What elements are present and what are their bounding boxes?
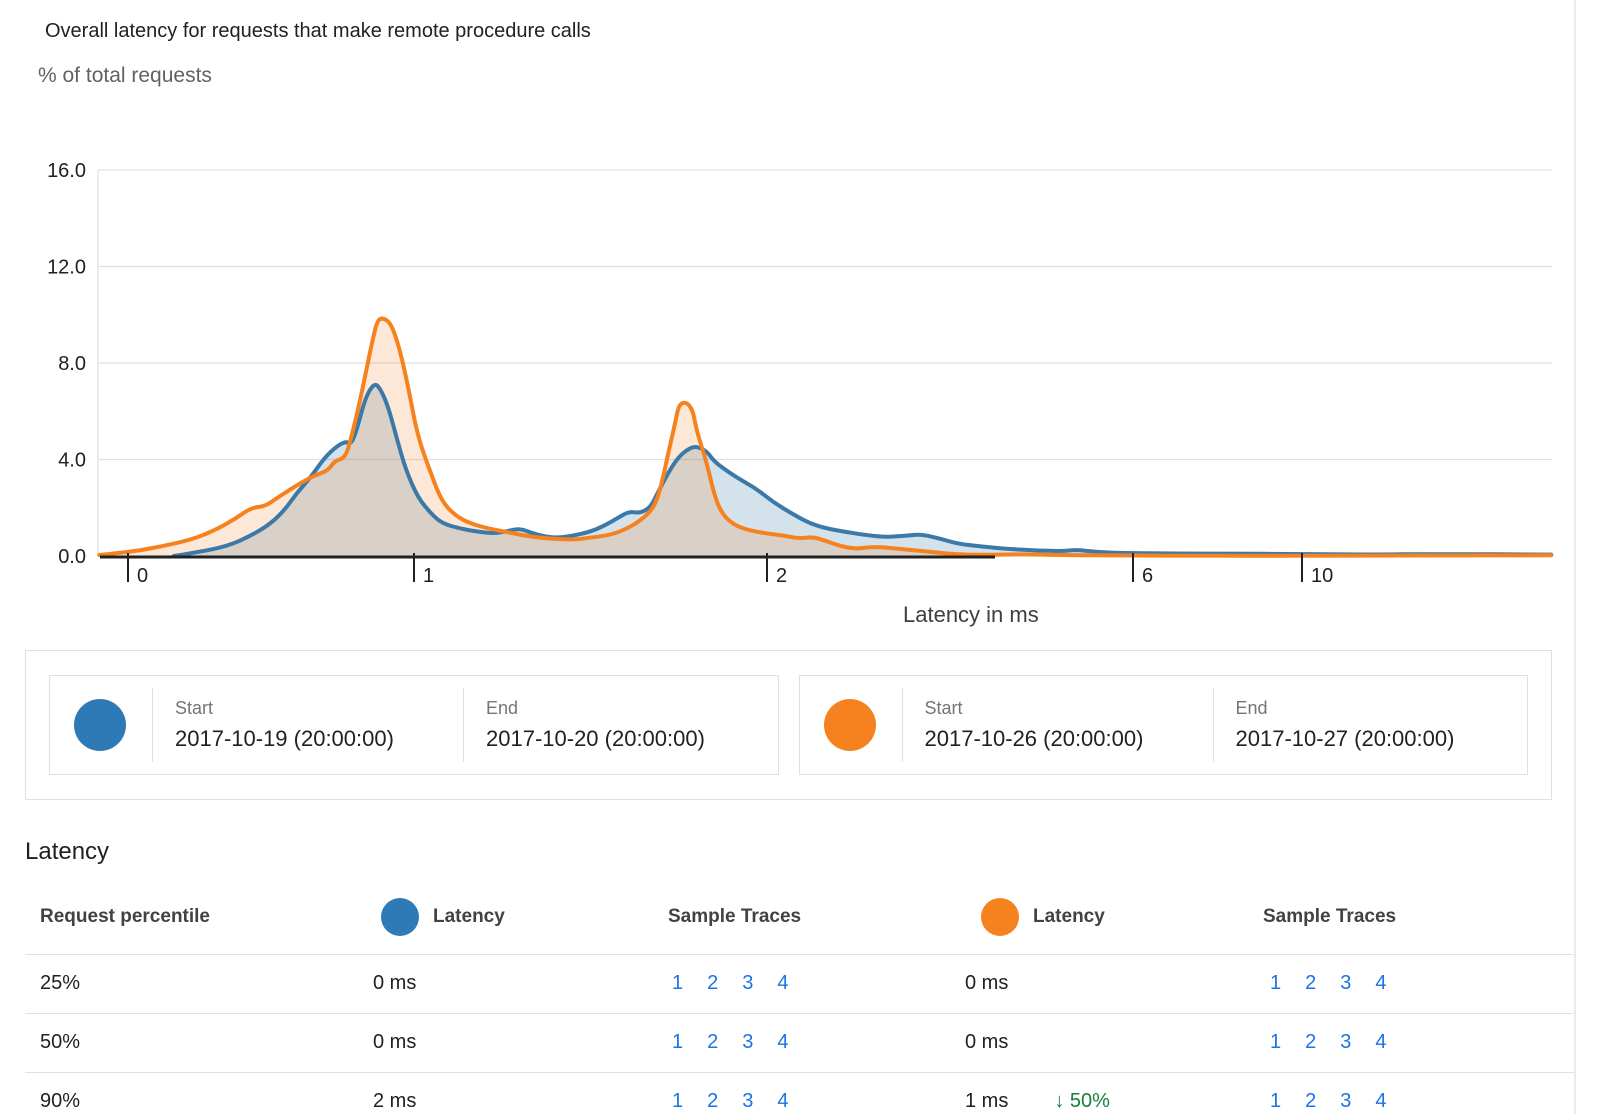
- end-value: 2017-10-20 (20:00:00): [486, 726, 705, 751]
- sample-traces-blue: 1 2 3 4: [672, 972, 789, 995]
- trace-link[interactable]: 1: [1270, 1031, 1282, 1053]
- sample-traces-orange: 1 2 3 4: [1270, 1090, 1387, 1113]
- sample-traces-orange: 1 2 3 4: [1270, 972, 1387, 995]
- latency-distribution-chart[interactable]: 16.0 12.0 8.0 4.0 0.0 0 1 2 6 10: [0, 140, 1600, 610]
- trace-link[interactable]: 3: [1340, 1090, 1352, 1112]
- svg-text:6: 6: [1142, 565, 1153, 587]
- trace-link[interactable]: 4: [777, 1031, 789, 1053]
- trace-link[interactable]: 2: [707, 1090, 719, 1112]
- trace-link[interactable]: 4: [1375, 1090, 1387, 1112]
- svg-text:2: 2: [776, 565, 787, 587]
- content-right-border: [1574, 0, 1576, 1114]
- col-request-percentile: Request percentile: [40, 906, 210, 927]
- svg-text:16.0: 16.0: [47, 160, 86, 182]
- latency-table-body: 25% 0 ms 1 2 3 4 0 ms 1 2 3 4 50% 0 ms 1 2 3 4 0 ms 1 2 3 4 90…: [25, 955, 1574, 1114]
- trace-link[interactable]: 2: [1305, 1090, 1317, 1112]
- trace-link[interactable]: 1: [672, 972, 684, 994]
- latency-orange-cell: 1 ms ↓ 50%: [965, 1090, 1110, 1112]
- divider: [901, 688, 903, 762]
- trace-link[interactable]: 3: [742, 1031, 754, 1053]
- trace-link[interactable]: 1: [1270, 972, 1282, 994]
- col-latency-orange: Latency: [1033, 906, 1105, 927]
- percentile-cell: 25%: [40, 972, 81, 994]
- trace-link[interactable]: 4: [1375, 972, 1387, 994]
- chart-title: Overall latency for requests that make r…: [45, 20, 591, 42]
- latency-table-header: Request percentile Latency Sample Traces…: [25, 880, 1574, 955]
- latency-chart-svg[interactable]: 16.0 12.0 8.0 4.0 0.0 0 1 2 6 10: [0, 140, 1600, 610]
- legend-card-blue: Start 2017-10-19 (20:00:00) End 2017-10-…: [49, 675, 779, 775]
- start-label: Start: [924, 698, 963, 718]
- table-row: 25% 0 ms 1 2 3 4 0 ms 1 2 3 4: [25, 955, 1574, 1014]
- col-latency-blue: Latency: [433, 906, 505, 927]
- col-sample-traces-orange: Sample Traces: [1263, 906, 1397, 927]
- latency-orange-cell: 0 ms: [965, 1031, 1009, 1053]
- svg-text:1: 1: [423, 565, 434, 587]
- divider: [1212, 688, 1214, 762]
- latency-section-title: Latency: [25, 838, 110, 865]
- svg-text:8.0: 8.0: [58, 353, 86, 375]
- percentile-cell: 90%: [40, 1090, 81, 1112]
- trace-link[interactable]: 2: [1305, 1031, 1317, 1053]
- trace-link[interactable]: 3: [1340, 972, 1352, 994]
- end-label: End: [486, 698, 519, 718]
- trace-link[interactable]: 3: [742, 972, 754, 994]
- divider: [463, 688, 464, 762]
- trace-link[interactable]: 4: [777, 972, 789, 994]
- trace-link[interactable]: 1: [672, 1090, 684, 1112]
- trace-link[interactable]: 3: [1340, 1031, 1352, 1053]
- x-axis-title: Latency in ms: [903, 602, 1039, 627]
- divider: [152, 688, 153, 762]
- latency-table: Request percentile Latency Sample Traces…: [25, 880, 1574, 1114]
- trace-link[interactable]: 4: [1375, 1031, 1387, 1053]
- start-label: Start: [175, 698, 214, 718]
- sample-traces-blue: 1 2 3 4: [672, 1031, 789, 1054]
- sample-traces-blue: 1 2 3 4: [672, 1090, 789, 1113]
- latency-delta-badge: ↓ 50%: [1054, 1090, 1110, 1112]
- latency-blue-cell: 2 ms: [373, 1090, 417, 1112]
- trace-link[interactable]: 3: [742, 1090, 754, 1112]
- trace-link[interactable]: 2: [1305, 972, 1317, 994]
- sample-traces-orange: 1 2 3 4: [1270, 1031, 1387, 1054]
- trace-link[interactable]: 4: [777, 1090, 789, 1112]
- y-axis-title: % of total requests: [38, 64, 212, 87]
- legend-card-orange: Start 2017-10-26 (20:00:00) End 2017-10-…: [798, 675, 1528, 775]
- end-value: 2017-10-27 (20:00:00): [1235, 726, 1455, 751]
- start-value: 2017-10-19 (20:00:00): [175, 726, 394, 751]
- trace-link[interactable]: 1: [1270, 1090, 1282, 1112]
- percentile-cell: 50%: [40, 1031, 81, 1053]
- chart-legend: Start 2017-10-19 (20:00:00) End 2017-10-…: [25, 650, 1552, 800]
- trace-link[interactable]: 2: [707, 972, 719, 994]
- latency-blue-cell: 0 ms: [373, 1031, 417, 1053]
- end-label: End: [1235, 698, 1268, 718]
- svg-text:0: 0: [137, 565, 148, 587]
- start-value: 2017-10-26 (20:00:00): [924, 726, 1144, 751]
- table-row: 90% 2 ms 1 2 3 4 1 ms ↓ 50% 1 2 3 4: [25, 1073, 1574, 1114]
- latency-blue-cell: 0 ms: [373, 972, 417, 994]
- svg-text:0.0: 0.0: [58, 546, 86, 568]
- trace-link[interactable]: 2: [707, 1031, 719, 1053]
- orange-series-swatch: [823, 699, 876, 751]
- svg-text:12.0: 12.0: [47, 257, 86, 279]
- latency-orange-cell: 0 ms: [965, 972, 1009, 994]
- orange-series-dot-icon: [981, 898, 1019, 936]
- blue-series-swatch: [74, 699, 126, 751]
- svg-text:10: 10: [1311, 565, 1333, 587]
- blue-series-dot-icon: [381, 898, 419, 936]
- svg-text:4.0: 4.0: [58, 450, 86, 472]
- trace-link[interactable]: 1: [672, 1031, 684, 1053]
- col-sample-traces-blue: Sample Traces: [668, 906, 802, 927]
- table-row: 50% 0 ms 1 2 3 4 0 ms 1 2 3 4: [25, 1014, 1574, 1073]
